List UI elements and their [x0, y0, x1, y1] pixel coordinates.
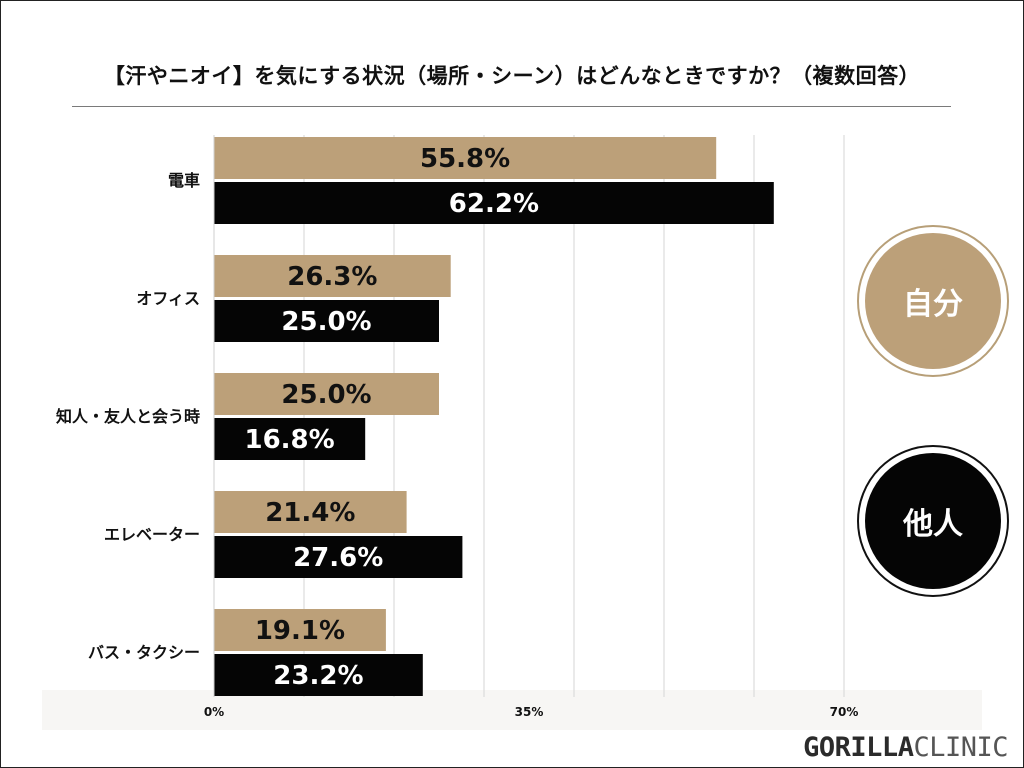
bar-self [214, 491, 407, 533]
bar-other [214, 418, 366, 460]
bar-self-label: 21.4% [265, 498, 355, 528]
brand-logo: GORILLACLINIC [803, 732, 1008, 763]
category-label: 電車 [168, 171, 200, 190]
x-tick-label: 35% [515, 705, 544, 719]
axis-band [42, 690, 982, 730]
x-tick-label: 70% [830, 705, 859, 719]
chart-title: 【汗やニオイ】を気にする状況（場所・シーン）はどんなときですか？（複数回答） [103, 64, 921, 88]
x-tick-label: 0% [204, 705, 224, 719]
bar-other [214, 654, 423, 696]
bar-other [214, 300, 439, 342]
bar-self-label: 55.8% [420, 144, 510, 174]
title-divider [72, 106, 951, 107]
category-label: 知人・友人と会う時 [56, 407, 200, 426]
brand-light: CLINIC [913, 732, 1008, 763]
bar-other-label: 25.0% [281, 307, 371, 337]
bar-other-label: 27.6% [293, 543, 383, 573]
legend-self: 自分 [857, 225, 1009, 377]
bar-other-label: 23.2% [273, 661, 363, 691]
category-label: オフィス [136, 289, 200, 308]
bar-self-label: 19.1% [255, 616, 345, 646]
legend-self-label: 自分 [865, 233, 1001, 369]
bar-self [214, 373, 439, 415]
legend-other-label: 他人 [865, 453, 1001, 589]
bar-other-label: 62.2% [449, 189, 539, 219]
bar-self [214, 609, 386, 651]
bar-other-label: 16.8% [244, 425, 334, 455]
bar-other [214, 536, 463, 578]
bar-self-label: 25.0% [281, 380, 371, 410]
category-label: エレベーター [104, 525, 200, 544]
bar-self [214, 255, 451, 297]
bar-other [214, 182, 774, 224]
category-label: バス・タクシー [88, 643, 200, 662]
bar-self-label: 26.3% [287, 262, 377, 292]
bar-self [214, 137, 717, 179]
brand-bold: GORILLA [803, 732, 914, 763]
legend-other: 他人 [857, 445, 1009, 597]
